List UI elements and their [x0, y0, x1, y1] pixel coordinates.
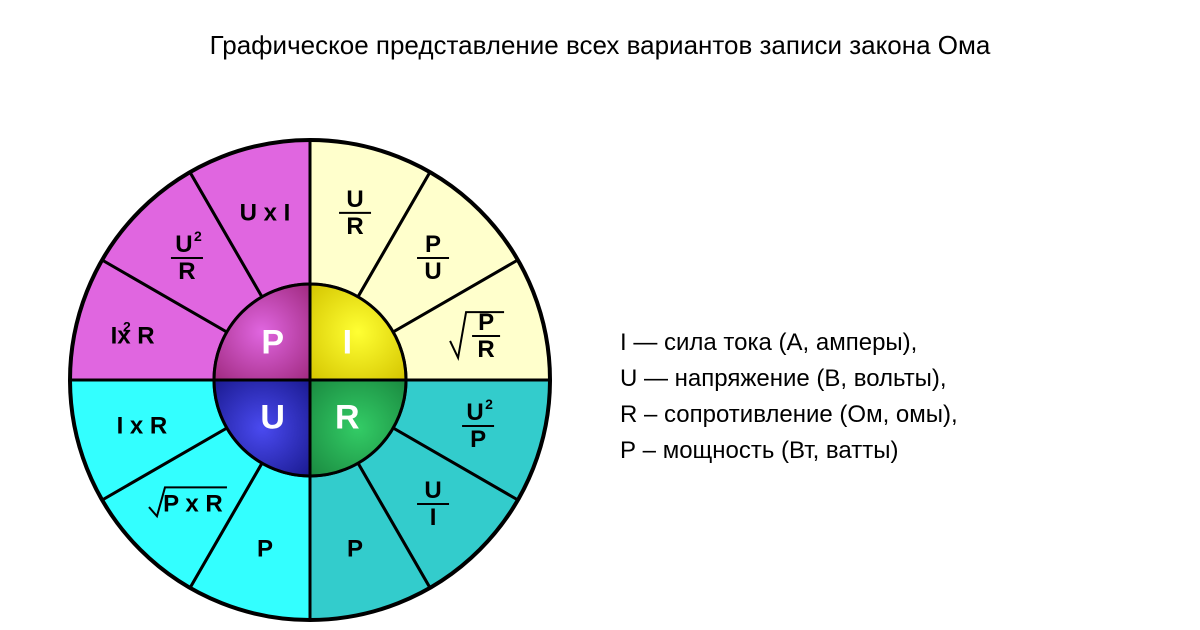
svg-text:P: P	[425, 231, 441, 258]
svg-text:R: R	[346, 213, 363, 240]
svg-text:I: I	[430, 504, 437, 531]
formula: I2x R	[111, 318, 155, 349]
legend-line: R – сопротивление (Ом, омы),	[620, 397, 958, 433]
formula: P	[347, 535, 363, 562]
legend-line: Р – мощность (Вт, ватты)	[620, 433, 958, 469]
svg-text:R: R	[477, 336, 494, 363]
svg-text:U x I: U x I	[240, 199, 291, 226]
svg-text:U: U	[346, 186, 363, 213]
page-title: Графическое представление всех вариантов…	[0, 30, 1200, 61]
legend-line: I — сила тока (А, амперы),	[620, 325, 958, 361]
formula: U x I	[240, 199, 291, 226]
svg-text:P x R: P x R	[163, 490, 223, 517]
svg-text:P: P	[470, 426, 486, 453]
legend-line: U — напряжение (В, вольты),	[620, 361, 958, 397]
center-letter: I	[343, 324, 352, 362]
svg-text:U: U	[466, 399, 483, 426]
svg-text:2: 2	[194, 228, 202, 244]
svg-text:R: R	[178, 258, 195, 285]
ohms-law-wheel: IRUPURPUPRU2PUIPPP x RI x RI2x RU2RU x I	[60, 130, 560, 630]
svg-text:2: 2	[485, 396, 493, 412]
svg-text:P: P	[347, 535, 363, 562]
center-letter: R	[335, 398, 360, 436]
center-letter: U	[260, 398, 285, 436]
formula: P	[257, 535, 273, 562]
formula: I x R	[117, 412, 168, 439]
svg-text:U: U	[424, 477, 441, 504]
svg-text:P: P	[257, 535, 273, 562]
svg-text:U: U	[424, 258, 441, 285]
svg-text:I x R: I x R	[117, 412, 168, 439]
svg-text:U: U	[175, 231, 192, 258]
legend: I — сила тока (А, амперы), U — напряжени…	[620, 325, 958, 469]
center-letter: P	[261, 324, 284, 362]
svg-text:x R: x R	[117, 322, 154, 349]
